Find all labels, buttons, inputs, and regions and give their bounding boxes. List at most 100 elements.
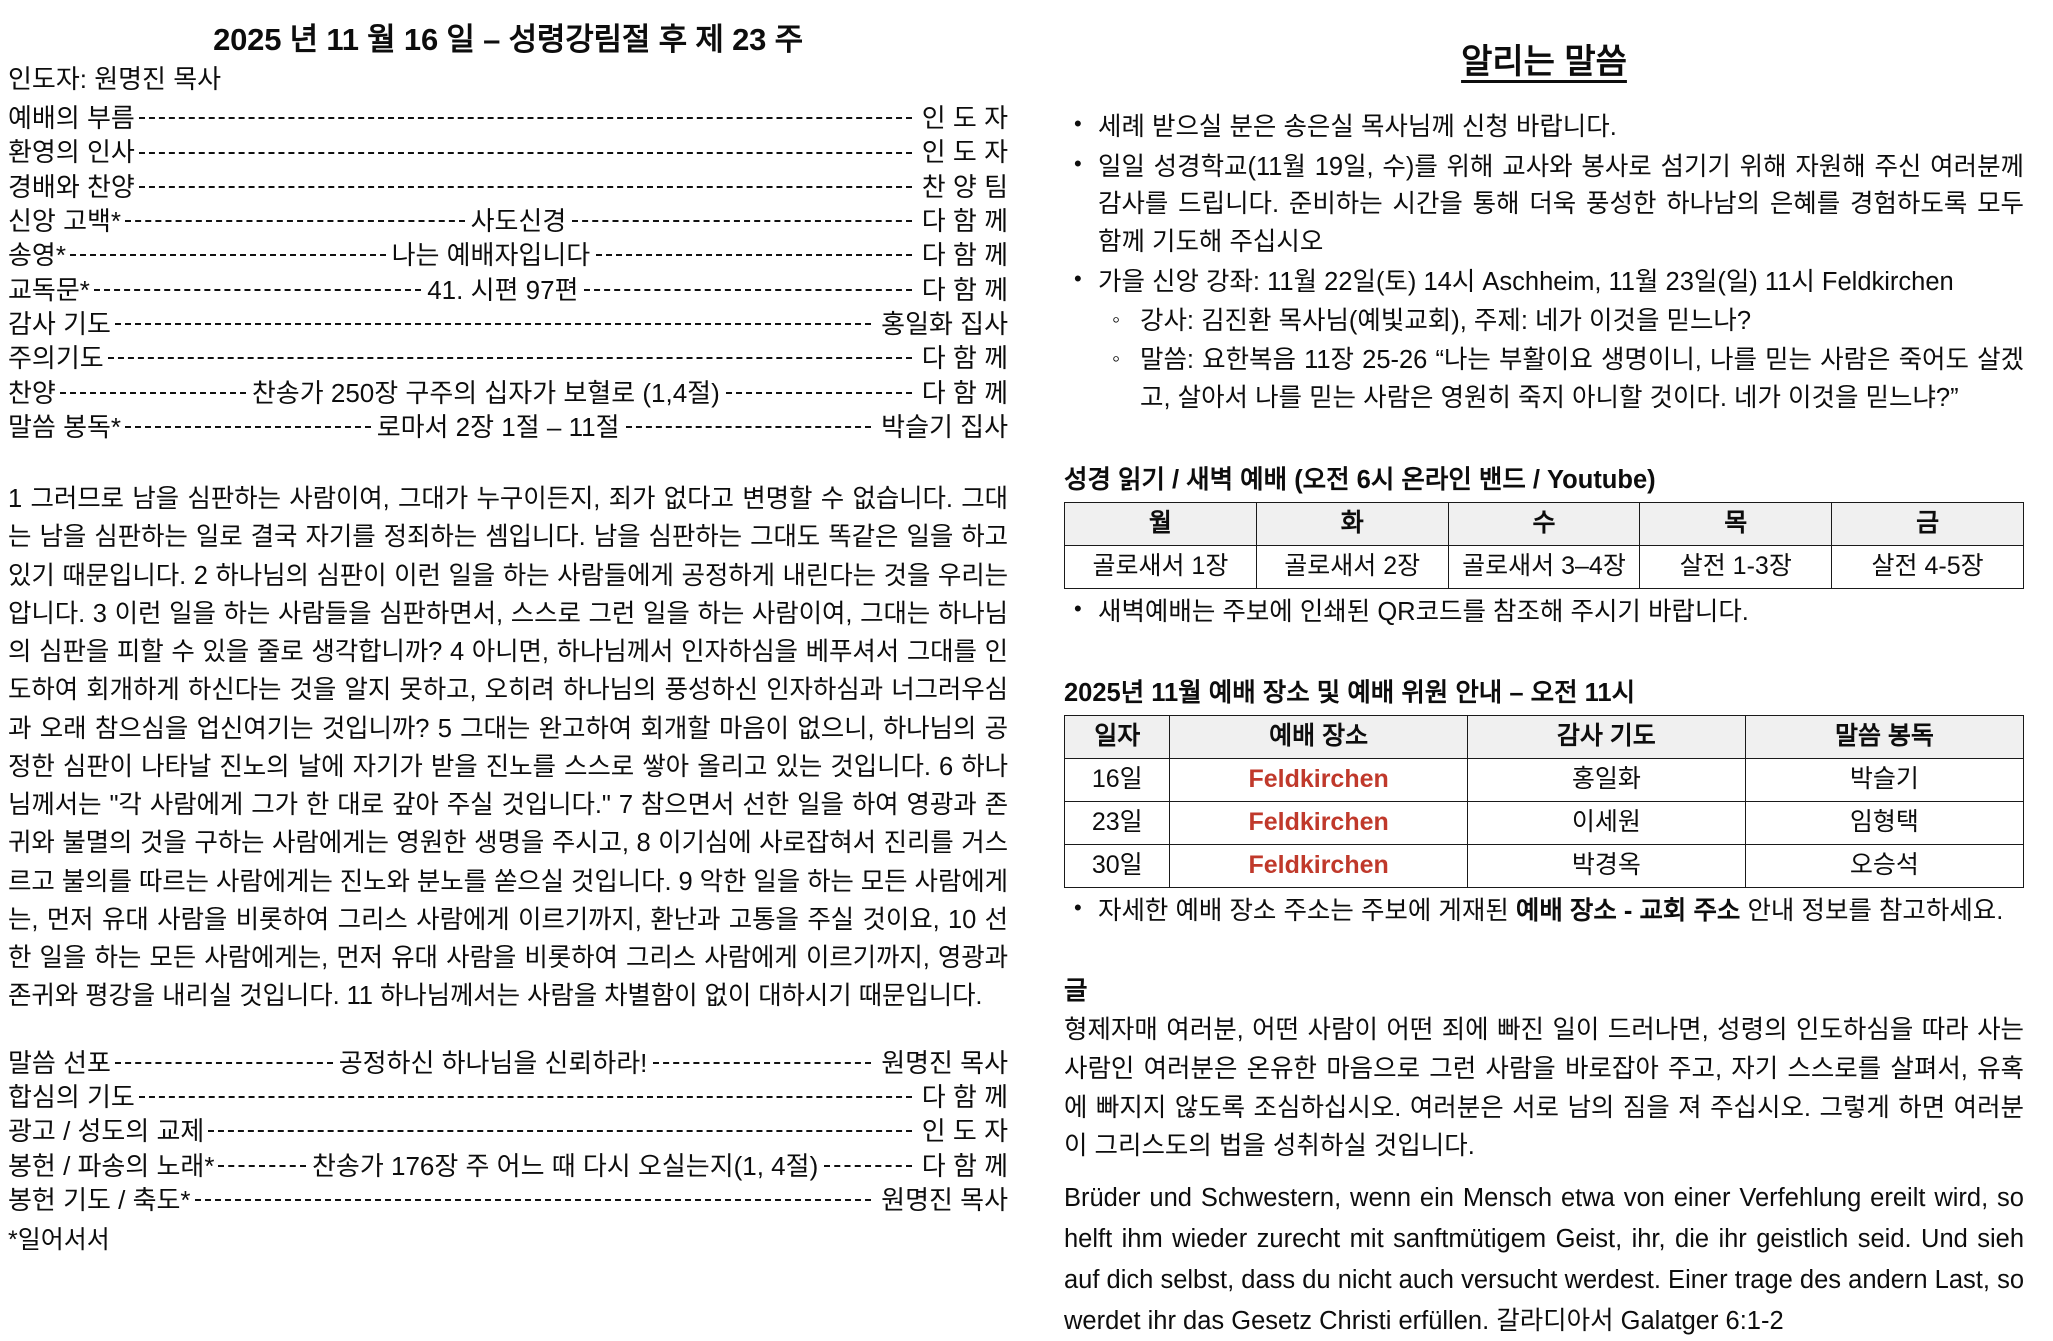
table-row: 16일 Feldkirchen 홍일화 박슬기 (1063, 758, 2025, 803)
dot-leader (592, 238, 916, 264)
table-row: 23일 Feldkirchen 이세원 임형택 (1063, 801, 2025, 846)
service-item-label: 주의기도 (8, 343, 104, 374)
service-item-person: 찬 양 팀 (921, 171, 1008, 202)
announcement-item: 세례 받으실 분은 송은실 목사님께 신청 바랍니다. (1074, 108, 2024, 146)
column-header: 목 (1639, 501, 1833, 546)
closing-heading: 글 (1064, 977, 1088, 1006)
announcement-text: 일일 성경학교(11월 19일, 수)를 위해 교사와 봉사로 섬기기 위해 자… (1098, 153, 2024, 256)
service-item-label: 광고 / 성도의 교제 (8, 1116, 205, 1147)
bible-reading-note: 새벽예배는 주보에 인쇄된 QR코드를 참조해 주시기 바랍니다. (1074, 594, 2024, 631)
service-item-person: 다 함 께 (921, 240, 1008, 271)
dot-leader (56, 376, 250, 402)
service-item-label: 경배와 찬양 (8, 171, 135, 202)
service-order-row: 신앙 고백* 사도신경 다 함 께 (8, 204, 1008, 238)
table-header-row: 일자 예배 장소 감사 기도 말씀 봉독 (1063, 715, 2025, 760)
service-item-label: 찬양 (8, 377, 56, 408)
dot-leader (580, 273, 915, 299)
dot-leader (568, 204, 916, 230)
service-item-label: 신앙 고백* (8, 205, 122, 236)
table-cell-prayer: 이세원 (1466, 801, 1746, 846)
table-cell: 골로새서 3–4장 (1447, 544, 1641, 589)
table-cell-reading: 임형택 (1744, 801, 2025, 846)
service-order-list: 예배의 부름 인 도 자 환영의 인사 인 도 자 경배와 찬양 찬 양 팀 신앙 고백* 사… (8, 101, 1008, 444)
service-item-label: 봉헌 / 파송의 노래* (8, 1150, 215, 1181)
worship-schedule-table: 일자 예배 장소 감사 기도 말씀 봉독 16일 Feldkirchen 홍일화 박슬기 23… (1063, 715, 2025, 889)
bible-reading-section: 성경 읽기 / 새벽 예배 (오전 6시 온라인 밴드 / Youtube) 월… (1064, 459, 2024, 631)
table-cell-prayer: 홍일화 (1466, 758, 1746, 803)
table-cell: 골로새서 1장 (1064, 544, 1257, 589)
service-item-label: 말씀 봉독* (8, 411, 122, 442)
service-order-row: 예배의 부름 인 도 자 (8, 101, 1008, 135)
dot-leader (121, 204, 469, 230)
announcement-subitem: 강사: 김진환 목사님(예빛교회), 주제: 네가 이것을 믿느나? (1112, 303, 2024, 340)
service-item-detail: 찬송가 250장 구주의 십자가 보혈로 (1,4절) (251, 377, 720, 408)
column-header: 수 (1447, 501, 1641, 546)
service-item-label: 합심의 기도 (8, 1081, 135, 1112)
service-item-person: 다 함 께 (921, 1150, 1009, 1181)
dot-leader (204, 1114, 915, 1140)
note-text-pre: 자세한 예배 장소 주소는 주보에 게재된 (1098, 897, 1516, 926)
service-order-row: 경배와 찬양 찬 양 팀 (8, 170, 1008, 204)
service-item-detail: 찬송가 176장 주 어느 때 다시 오실는지(1, 4절) (312, 1150, 819, 1181)
service-item-person: 인 도 자 (921, 1116, 1008, 1147)
dot-leader (135, 135, 916, 161)
table-cell-prayer: 박경옥 (1466, 844, 1746, 889)
service-order-row: 교독문* 41. 시편 97편 다 함 께 (8, 273, 1008, 307)
announcement-text: 세례 받으실 분은 송은실 목사님께 신청 바랍니다. (1098, 113, 1617, 141)
standing-footnote: *일어서서 (8, 1226, 110, 1255)
bible-reading-heading: 성경 읽기 / 새벽 예배 (오전 6시 온라인 밴드 / Youtube) (1064, 465, 1656, 494)
table-cell-date: 16일 (1063, 758, 1171, 803)
column-header: 일자 (1063, 715, 1171, 760)
dot-leader (90, 273, 425, 299)
dot-leader (214, 1149, 310, 1175)
service-item-label: 환영의 인사 (8, 137, 135, 168)
dot-leader (649, 1046, 875, 1072)
service-item-detail: 41. 시편 97편 (427, 274, 579, 305)
dot-leader (66, 238, 390, 264)
announcement-sublist: 강사: 김진환 목사님(예빛교회), 주제: 네가 이것을 믿느나?말씀: 요한… (1098, 303, 2024, 417)
dot-leader (111, 307, 875, 333)
table-cell: 골로새서 2장 (1255, 544, 1449, 589)
table-cell-reading: 박슬기 (1744, 758, 2025, 803)
column-header: 말씀 봉독 (1744, 715, 2025, 760)
service-order-row: 합심의 기도 다 함 께 (8, 1080, 1008, 1114)
service-item-label: 봉헌 기도 / 축도* (8, 1184, 191, 1215)
service-item-detail: 공정하신 하나님을 신뢰하라! (338, 1047, 648, 1078)
service-item-label: 송영* (8, 240, 66, 271)
service-item-label: 예배의 부름 (8, 103, 135, 133)
table-cell-place: Feldkirchen (1169, 758, 1468, 803)
table-cell-date: 23일 (1063, 801, 1171, 846)
table-cell: 살전 1-3장 (1639, 544, 1833, 589)
closing-german-paragraph: Brüder und Schwestern, wenn ein Mensch e… (1064, 1184, 2024, 1335)
announcement-item: 일일 성경학교(11월 19일, 수)를 위해 교사와 봉사로 섬기기 위해 자… (1074, 148, 2024, 261)
announcement-subitem: 말씀: 요한복음 11장 25-26 “나는 부활이요 생명이니, 나를 믿는 … (1112, 342, 2024, 416)
service-item-person: 다 함 께 (921, 343, 1008, 374)
table-row: 골로새서 1장 골로새서 2장 골로새서 3–4장 살전 1-3장 살전 4-5장 (1064, 544, 2024, 589)
leader-line: 인도자: 원명진 목사 (8, 64, 222, 94)
service-item-label: 교독문* (8, 274, 90, 305)
service-item-person: 홍일화 집사 (881, 308, 1008, 339)
dot-leader (622, 410, 876, 436)
service-item-person: 다 함 께 (921, 1081, 1008, 1112)
table-cell-place: Feldkirchen (1169, 844, 1468, 889)
worship-schedule-note: 자세한 예배 장소 주소는 주보에 게재된 예배 장소 - 교회 주소 안내 정… (1074, 893, 2024, 930)
note-text-post: 안내 정보를 참고하세요. (1740, 897, 2004, 926)
service-item-person: 원명진 목사 (881, 1047, 1009, 1078)
announcement-text: 가을 신앙 강좌: 11월 22일(토) 14시 Aschheim, 11월 2… (1098, 267, 1954, 296)
column-header: 예배 장소 (1169, 715, 1468, 760)
service-order-row: 감사 기도 홍일화 집사 (8, 307, 1008, 341)
closing-text-section: 글 형제자매 여러분, 어떤 사람이 어떤 죄에 빠진 일이 드러나면, 성령의… (1064, 970, 2024, 1341)
page-title: 2025 년 11 월 16 일 – 성령강림절 후 제 23 주 (213, 22, 803, 57)
service-item-person: 다 함 께 (921, 377, 1008, 408)
table-cell-date: 30일 (1063, 844, 1171, 889)
dot-leader (135, 170, 916, 196)
service-order-row: 찬양 찬송가 250장 구주의 십자가 보혈로 (1,4절) 다 함 께 (8, 376, 1008, 410)
service-item-detail: 나는 예배자입니다 (391, 240, 591, 271)
dot-leader (722, 376, 916, 402)
service-order-row: 환영의 인사 인 도 자 (8, 135, 1008, 169)
column-header: 감사 기도 (1466, 715, 1746, 760)
closing-korean-paragraph: 형제자매 여러분, 어떤 사람이 어떤 죄에 빠진 일이 드러나면, 성령의 인… (1064, 1016, 2024, 1161)
service-order-row: 봉헌 기도 / 축도* 원명진 목사 (8, 1183, 1008, 1217)
dot-leader (104, 341, 916, 367)
